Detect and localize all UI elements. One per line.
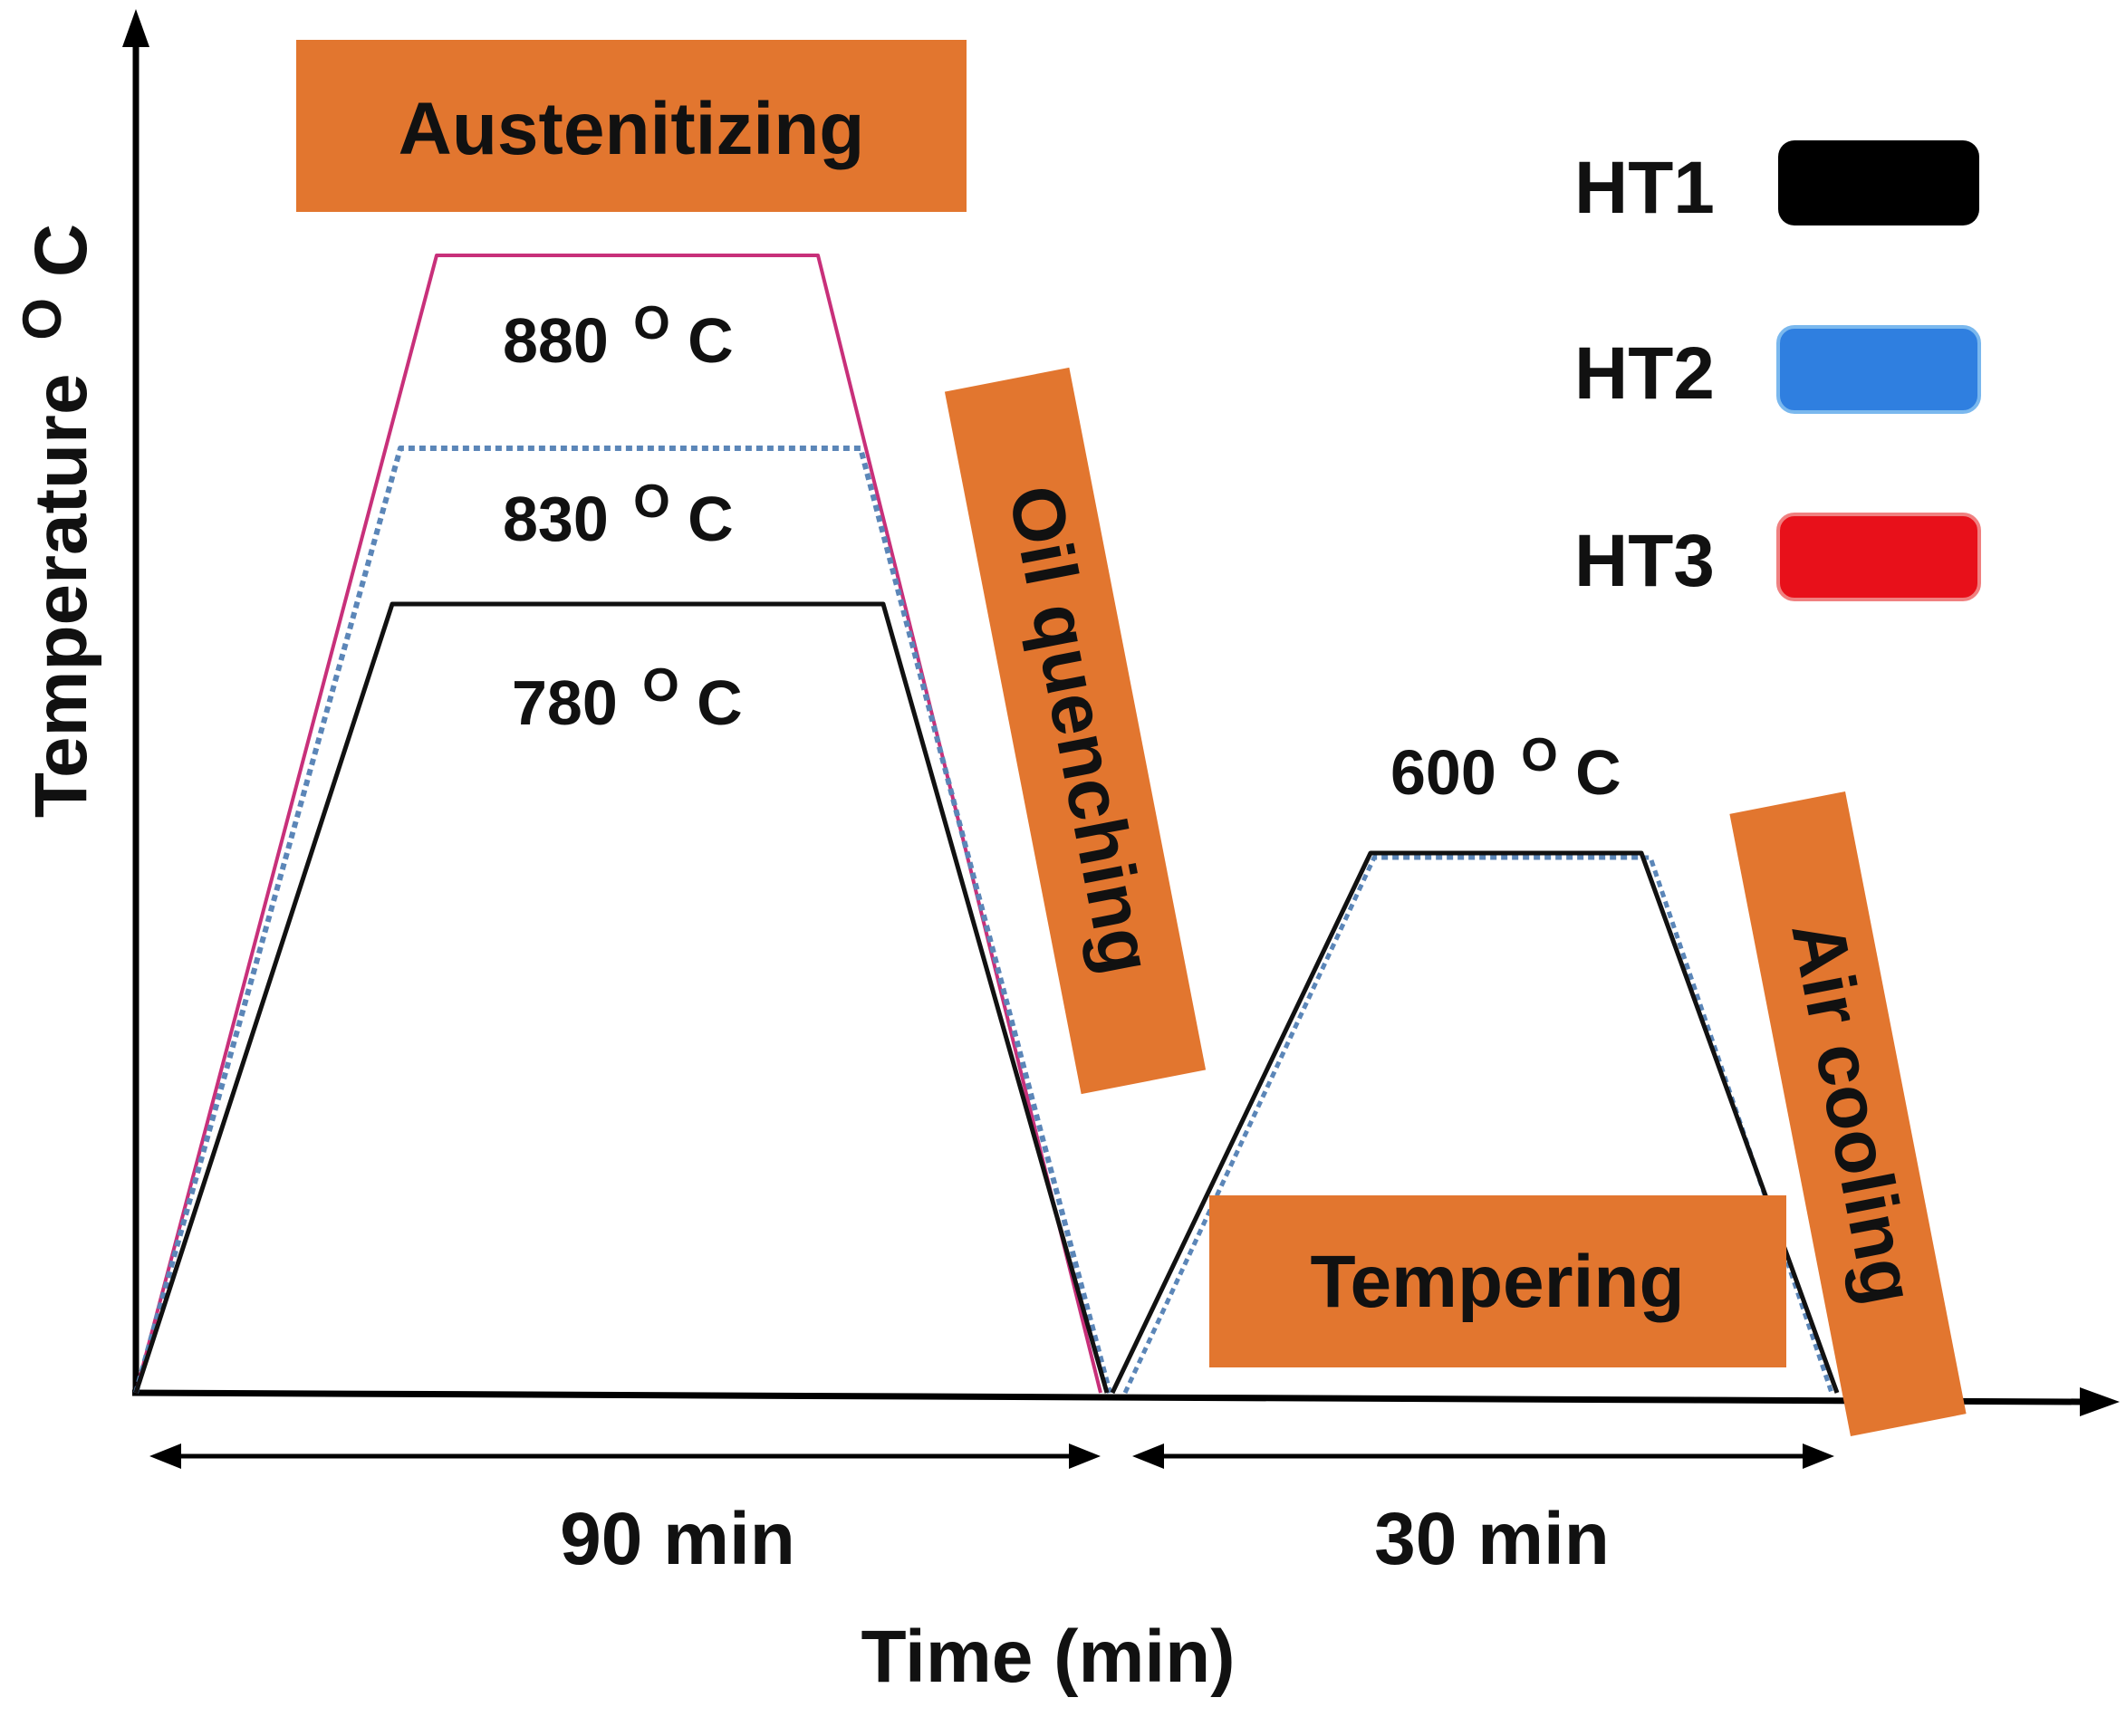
tempering-label: Tempering xyxy=(1310,1241,1684,1323)
temp-780-value: 780 xyxy=(512,667,618,738)
ht2-curve-830 xyxy=(133,446,1112,1394)
austenitizing-box xyxy=(296,40,967,212)
duration-label-30: 30 min xyxy=(1374,1498,1610,1580)
x-axis-title: Time (min) xyxy=(861,1616,1235,1698)
temp-880-sup: O xyxy=(633,297,669,350)
duration-tempering: 30 min xyxy=(1132,1443,1834,1580)
curves xyxy=(133,254,1840,1395)
temp-label-830: 830 O C xyxy=(503,460,734,554)
stage-oil-quenching: Oil quenching xyxy=(944,367,1207,1095)
axes xyxy=(122,9,2120,1416)
oil-quenching-box xyxy=(944,367,1207,1095)
temp-830-sup: O xyxy=(633,475,669,528)
y-axis-title: Temperature O C xyxy=(0,224,102,818)
legend-label-ht3: HT3 xyxy=(1574,520,1715,602)
temp-880-value: 880 xyxy=(503,305,609,376)
legend: HT1 HT2 HT3 xyxy=(1574,140,1981,602)
duration-arrow-90-right-head xyxy=(1069,1443,1101,1469)
duration-arrow-30-left-head xyxy=(1132,1443,1164,1469)
temp-880-suffix: C xyxy=(688,305,734,376)
y-axis-unit-sup: O xyxy=(12,298,72,340)
y-axis-arrowhead xyxy=(122,9,149,47)
legend-swatch-ht2 xyxy=(1776,325,1981,414)
temp-label-780: 780 O C xyxy=(512,644,743,738)
x-axis-arrowhead xyxy=(2080,1387,2120,1416)
stage-tempering: Tempering xyxy=(1209,1195,1786,1367)
tempering-box xyxy=(1209,1195,1786,1367)
temp-780-suffix: C xyxy=(697,667,743,738)
temp-600-value: 600 xyxy=(1390,737,1496,808)
ht2-tempering-curve xyxy=(1122,855,1834,1395)
temp-600-sup: O xyxy=(1521,729,1557,782)
y-axis-unit-suffix: C xyxy=(20,224,102,277)
duration-arrow-30-right-head xyxy=(1803,1443,1834,1469)
temp-830-value: 830 xyxy=(503,484,609,554)
stage-austenitizing: Austenitizing xyxy=(296,40,967,212)
duration-label-90: 90 min xyxy=(560,1498,795,1580)
tempering-curve-600 xyxy=(1110,850,1840,1395)
y-axis-title-word: Temperature xyxy=(20,373,102,818)
austenitizing-label: Austenitizing xyxy=(399,88,865,170)
temp-label-880: 880 O C xyxy=(503,282,734,376)
air-cooling-box xyxy=(1729,791,1967,1436)
y-axis-title-text: Temperature O C xyxy=(0,224,102,818)
ht1-curve-780 xyxy=(133,601,1110,1394)
temp-830-suffix: C xyxy=(688,484,734,554)
legend-swatch-ht3 xyxy=(1776,513,1981,601)
duration-austenitizing: 90 min xyxy=(149,1443,1101,1580)
temp-780-sup: O xyxy=(642,659,678,712)
temp-600-suffix: C xyxy=(1575,737,1621,808)
legend-label-ht1: HT1 xyxy=(1574,147,1715,229)
temp-label-600: 600 O C xyxy=(1390,714,1621,808)
temperature-labels: 880 O C 830 O C 780 O C 600 O C xyxy=(503,282,1621,808)
legend-label-ht2: HT2 xyxy=(1574,332,1715,415)
x-axis xyxy=(131,1389,2084,1405)
legend-swatch-ht1 xyxy=(1778,140,1979,225)
duration-arrow-90-left-head xyxy=(149,1443,181,1469)
